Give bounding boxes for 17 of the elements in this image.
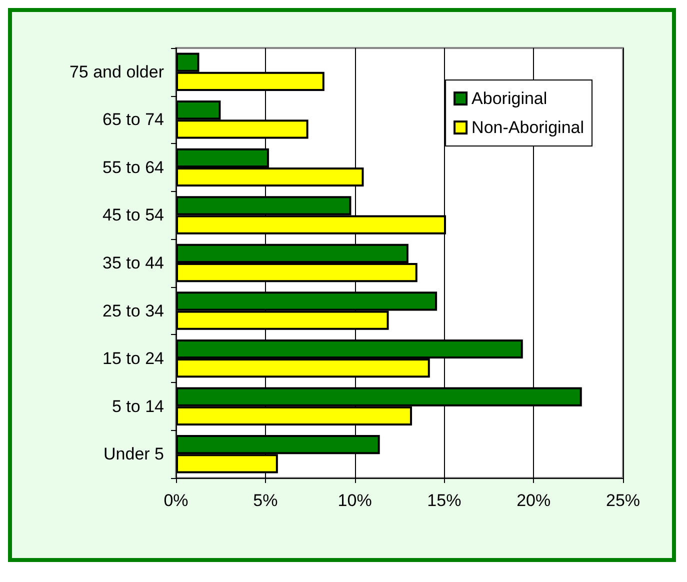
y-tick-label: 25 to 34	[102, 301, 164, 320]
legend-label: Aboriginal	[472, 89, 548, 108]
x-tick-label: 5%	[253, 491, 278, 510]
legend-label: Non-Aboriginal	[472, 118, 584, 137]
y-tick-label: 75 and older	[69, 62, 164, 82]
x-tick-label: 25%	[606, 491, 640, 510]
y-tick-label: 45 to 54	[102, 206, 164, 225]
y-tick-label: 5 to 14	[112, 396, 164, 416]
y-tick-label: Under 5	[104, 444, 164, 464]
y-tick-label: 55 to 64	[102, 158, 164, 177]
y-tick-label: 35 to 44	[102, 254, 164, 272]
x-tick-label: 10%	[338, 491, 372, 510]
y-tick-label: 65 to 74	[102, 110, 164, 130]
x-tick-label: 15%	[427, 491, 462, 510]
y-tick-label: 15 to 24	[102, 349, 164, 368]
x-tick-label: 0%	[164, 491, 188, 510]
x-tick-label: 20%	[516, 491, 551, 510]
